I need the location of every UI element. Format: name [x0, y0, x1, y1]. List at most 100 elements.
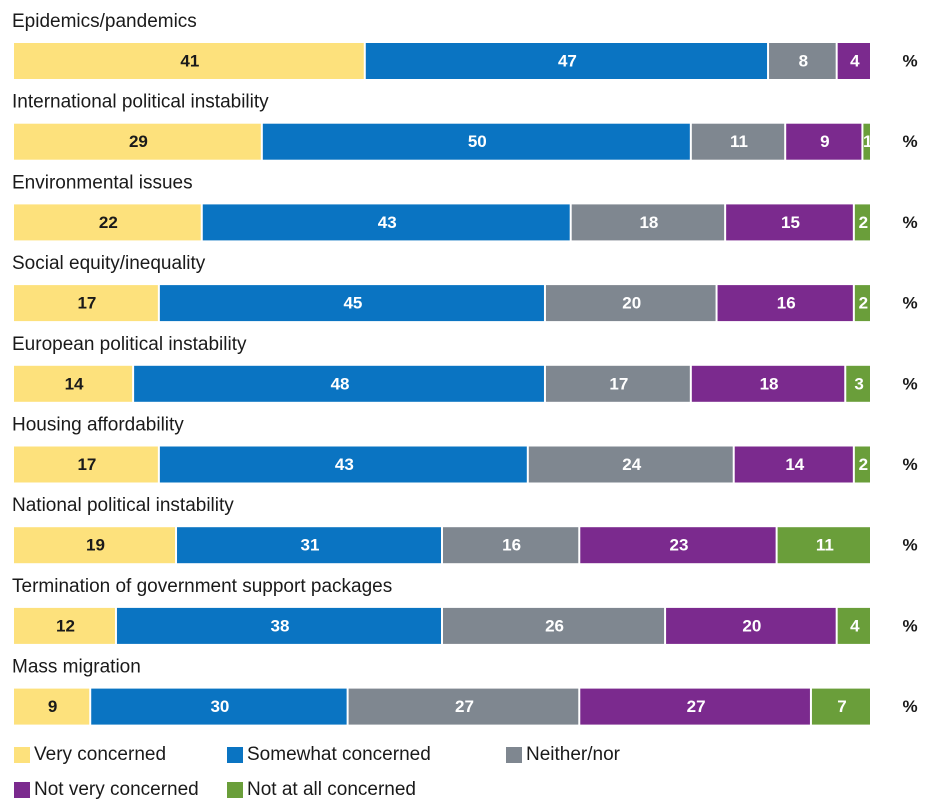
legend-swatch: [227, 782, 243, 798]
bar-segment: [14, 688, 90, 725]
data-label: 45: [343, 294, 362, 313]
data-label: 18: [760, 374, 779, 393]
data-label: 50: [468, 132, 487, 151]
data-label: 19: [86, 536, 105, 555]
data-label: 24: [622, 455, 641, 474]
data-label: 16: [777, 294, 796, 313]
row-label: International political instability: [12, 92, 269, 113]
legend-item: Very concerned: [14, 744, 166, 766]
data-label: 3: [854, 374, 863, 393]
bar-segment: [786, 123, 862, 160]
data-label: 14: [65, 374, 84, 393]
legend-item: Neither/nor: [506, 744, 620, 766]
row-label: Environmental issues: [12, 172, 193, 193]
data-label: 22: [99, 213, 118, 232]
bar-segment: [14, 607, 115, 644]
bar-segment: [14, 285, 158, 322]
data-label: 31: [301, 536, 320, 555]
row-label: Housing affordability: [12, 415, 184, 436]
bar-segment: [571, 204, 725, 241]
legend-swatch: [14, 782, 30, 798]
bar-segment: [262, 123, 690, 160]
row-label: National political instability: [12, 495, 234, 516]
unit-label: %: [902, 213, 917, 232]
legend-item: Somewhat concerned: [227, 744, 431, 766]
bar-segment: [159, 285, 544, 322]
bar-segment: [443, 607, 665, 644]
row-label: Mass migration: [12, 657, 141, 678]
unit-label: %: [902, 294, 917, 313]
bar-segment: [348, 688, 579, 725]
bar-segment: [14, 365, 133, 402]
data-label: 16: [502, 536, 521, 555]
unit-label: %: [902, 132, 917, 151]
data-label: 4: [850, 52, 860, 71]
bar-segment: [528, 446, 733, 483]
data-label: 26: [545, 616, 564, 635]
data-label: 7: [837, 697, 846, 716]
legend-label: Not at all concerned: [247, 779, 416, 800]
bar-segment: [854, 446, 870, 483]
bar-segment: [545, 285, 716, 322]
data-label: 23: [669, 536, 688, 555]
data-label: 9: [48, 697, 57, 716]
data-label: 2: [859, 294, 868, 313]
data-label: 41: [180, 52, 199, 71]
data-label: 48: [331, 374, 350, 393]
bar-segment: [580, 688, 810, 725]
bar-segment: [134, 365, 544, 402]
bar-segment: [365, 43, 768, 79]
data-label: 43: [378, 213, 397, 232]
legend-item: Not at all concerned: [227, 779, 416, 801]
legend-label: Not very concerned: [34, 779, 199, 800]
legend-label: Very concerned: [34, 744, 167, 765]
legend-label: Somewhat concerned: [247, 744, 431, 765]
bar-segment: [91, 688, 347, 725]
bar-segment: [545, 365, 690, 402]
data-label: 2: [859, 455, 868, 474]
data-label: 27: [455, 697, 474, 716]
data-label: 18: [639, 213, 658, 232]
data-label: 11: [816, 536, 834, 555]
bar-segment: [177, 527, 441, 564]
data-label: 4: [850, 616, 860, 635]
bar-segment: [443, 527, 579, 564]
data-label: 27: [687, 697, 706, 716]
data-label: 30: [210, 697, 229, 716]
bar-segment: [14, 43, 364, 79]
data-label: 8: [799, 52, 808, 71]
bar-segment: [14, 446, 158, 483]
bar-segment: [734, 446, 853, 483]
bar-segment: [666, 607, 836, 644]
data-label: 20: [622, 294, 641, 313]
data-label: 12: [56, 616, 75, 635]
legend-label: Neither/nor: [526, 744, 620, 765]
data-label: 2: [859, 213, 868, 232]
data-label: 17: [77, 455, 96, 474]
data-label: 9: [820, 132, 829, 151]
bar-segment: [777, 527, 870, 564]
row-label: European political instability: [12, 334, 247, 355]
bar-segment: [116, 607, 442, 644]
data-label: 20: [742, 616, 761, 635]
data-label: 43: [335, 455, 354, 474]
row-label: Termination of government support packag…: [12, 576, 392, 597]
bar-segment: [202, 204, 570, 241]
unit-label: %: [902, 455, 917, 474]
data-label: 17: [77, 294, 96, 313]
bar-segment: [691, 365, 845, 402]
legend-swatch: [14, 747, 30, 763]
unit-label: %: [902, 52, 917, 71]
row-label: Social equity/inequality: [12, 253, 206, 274]
bar-segment: [14, 123, 261, 160]
data-label: 1: [863, 132, 872, 151]
bar-segment: [691, 123, 785, 160]
legend-swatch: [227, 747, 243, 763]
bar-segment: [854, 285, 870, 322]
data-label: 38: [271, 616, 290, 635]
bar-segment: [769, 43, 836, 79]
bar-segment: [854, 204, 870, 241]
bar-segment: [863, 123, 870, 160]
bar-segment: [580, 527, 776, 564]
